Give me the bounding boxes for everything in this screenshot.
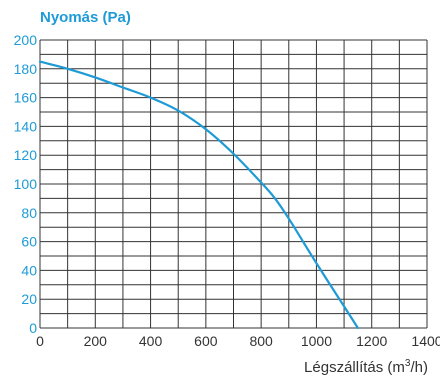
- x-tick-label: 0: [36, 333, 44, 349]
- x-axis-title-main: Légszállítás (m: [304, 359, 405, 376]
- y-tick-label: 120: [14, 147, 38, 163]
- y-tick-label: 60: [21, 234, 37, 250]
- x-axis-title-tail: /h): [410, 359, 428, 376]
- x-tick-label: 200: [84, 333, 108, 349]
- x-axis-title-sup: 3: [405, 358, 411, 369]
- x-tick-label: 600: [194, 333, 218, 349]
- series-line: [38, 60, 359, 330]
- y-tick-label: 100: [14, 176, 38, 192]
- y-tick-label: 180: [14, 61, 38, 77]
- y-axis-title: Nyomás (Pa): [40, 9, 131, 26]
- y-tick-label: 160: [14, 90, 38, 106]
- y-tick-label: 0: [29, 320, 37, 336]
- y-tick-label: 20: [21, 291, 37, 307]
- y-tick-label: 140: [14, 118, 38, 134]
- x-axis-title: Légszállítás (m3/h): [304, 358, 428, 376]
- series-layer: [38, 60, 359, 330]
- y-tick-labels: 0 20 40 60 80 100 120 140 160 180 200: [14, 32, 38, 336]
- grid: [39, 39, 428, 329]
- x-tick-label: 1400: [411, 333, 440, 349]
- y-tick-label: 80: [21, 205, 37, 221]
- y-tick-label: 40: [21, 262, 37, 278]
- x-tick-label: 1200: [356, 333, 387, 349]
- x-tick-label: 1000: [301, 333, 332, 349]
- x-tick-label: 800: [249, 333, 273, 349]
- y-tick-label: 200: [14, 32, 38, 48]
- x-tick-labels: 0 200 400 600 800 1000 1200 1400: [36, 333, 440, 349]
- x-tick-label: 400: [139, 333, 163, 349]
